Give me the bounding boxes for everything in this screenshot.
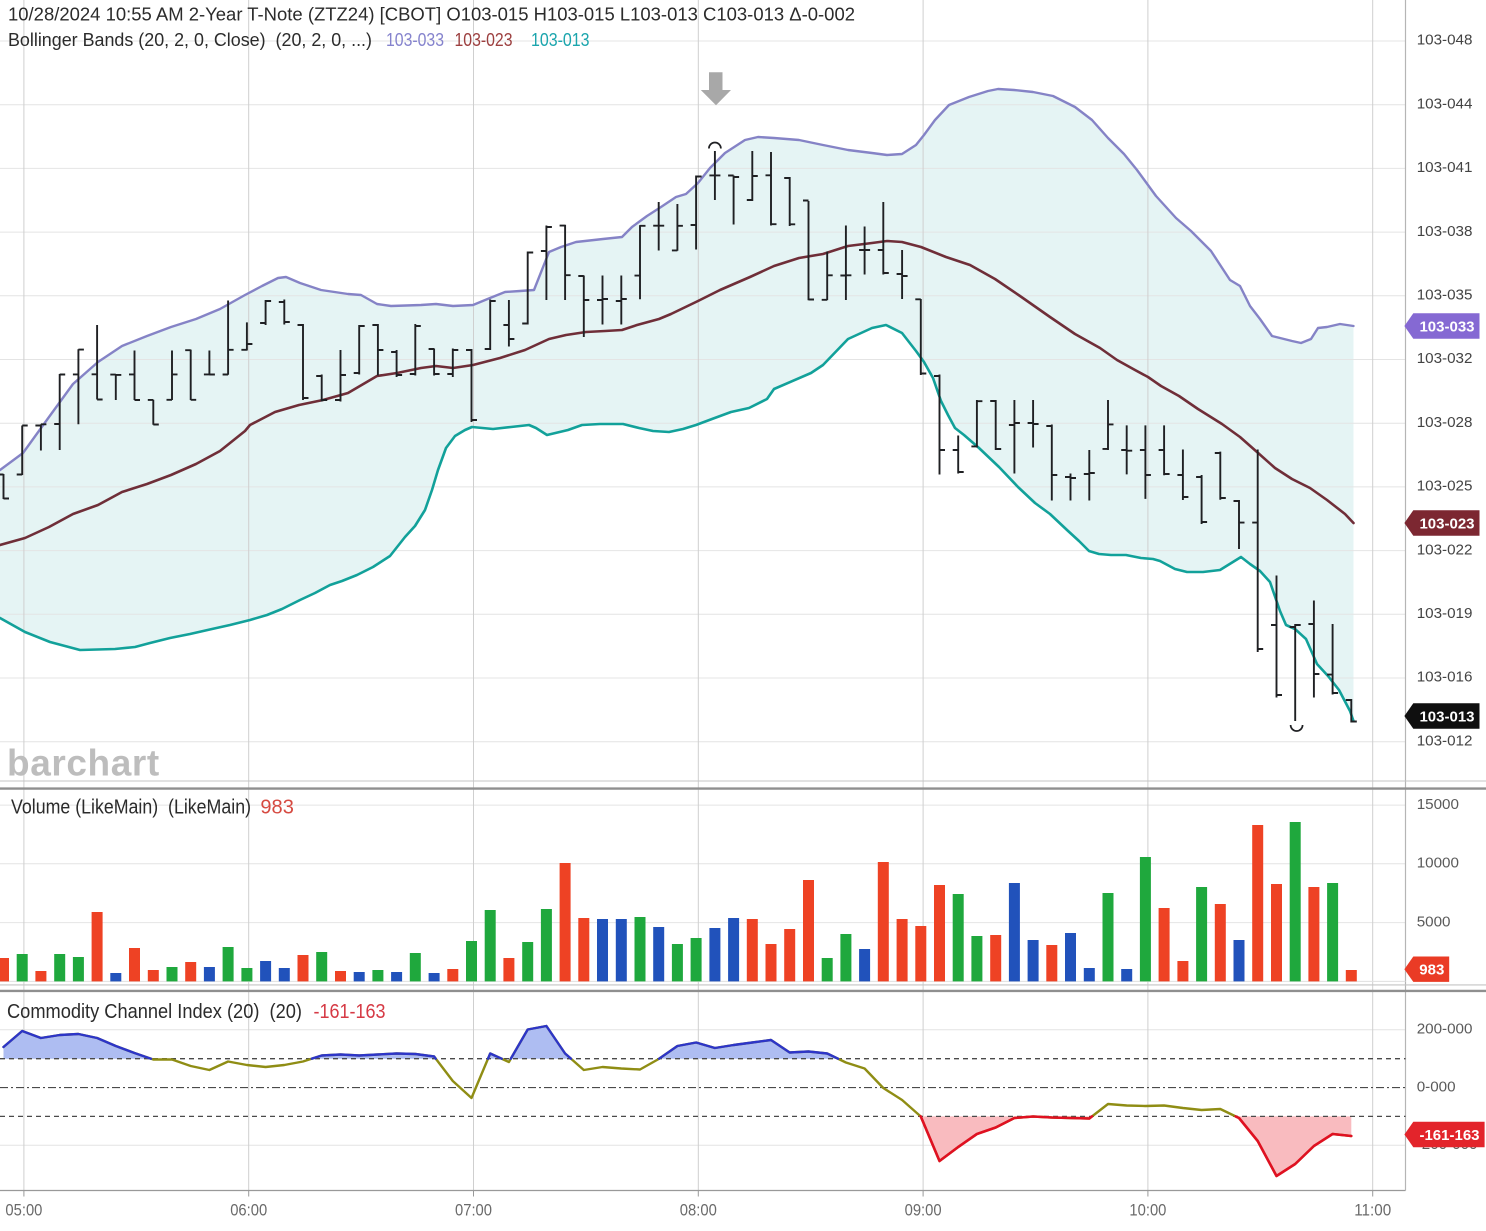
svg-text:103-038: 103-038 <box>1417 223 1473 240</box>
svg-text:103-019: 103-019 <box>1417 605 1473 622</box>
svg-text:10:00: 10:00 <box>1129 1202 1166 1220</box>
svg-text:10/28/2024 10:55 AM 2-Year T-N: 10/28/2024 10:55 AM 2-Year T-Note (ZTZ24… <box>8 5 855 25</box>
svg-text:07:00: 07:00 <box>455 1202 492 1220</box>
svg-text:0-000: 0-000 <box>1417 1078 1456 1095</box>
svg-text:103-033: 103-033 <box>1419 318 1474 335</box>
svg-text:103-022: 103-022 <box>1417 541 1473 558</box>
svg-text:200-000: 200-000 <box>1417 1021 1473 1038</box>
svg-text:-161-163: -161-163 <box>314 1000 386 1023</box>
svg-text:103-028: 103-028 <box>1417 414 1473 431</box>
svg-text:103-032: 103-032 <box>1417 350 1473 367</box>
svg-text:06:00: 06:00 <box>230 1202 267 1220</box>
svg-text:10000: 10000 <box>1417 855 1459 872</box>
svg-text:05:00: 05:00 <box>5 1202 42 1220</box>
svg-text:15000: 15000 <box>1417 796 1459 813</box>
svg-text:5000: 5000 <box>1417 913 1451 930</box>
svg-text:103-013: 103-013 <box>1419 708 1474 725</box>
svg-text:103-016: 103-016 <box>1417 669 1473 686</box>
svg-text:Volume (LikeMain) (LikeMain): Volume (LikeMain) (LikeMain) <box>11 795 251 818</box>
svg-text:103-033: 103-033 <box>386 30 444 50</box>
svg-text:103-025: 103-025 <box>1417 478 1473 495</box>
svg-text:103-023: 103-023 <box>1419 515 1474 532</box>
svg-text:Bollinger Bands (20, 2, 0, Clo: Bollinger Bands (20, 2, 0, Close) (20, 2… <box>8 30 372 50</box>
svg-text:11:00: 11:00 <box>1354 1202 1391 1220</box>
svg-text:103-035: 103-035 <box>1417 287 1473 304</box>
svg-text:103-013: 103-013 <box>531 30 590 50</box>
svg-text:983: 983 <box>260 795 294 818</box>
svg-text:08:00: 08:00 <box>680 1202 717 1220</box>
svg-text:barchart: barchart <box>7 743 160 784</box>
svg-text:983: 983 <box>1419 962 1444 979</box>
svg-text:103-041: 103-041 <box>1417 159 1473 176</box>
svg-text:103-044: 103-044 <box>1417 95 1473 112</box>
svg-text:103-012: 103-012 <box>1417 732 1473 749</box>
svg-text:Commodity Channel Index (20): Commodity Channel Index (20) (20) <box>7 1000 302 1023</box>
svg-text:103-048: 103-048 <box>1417 32 1473 49</box>
svg-text:09:00: 09:00 <box>905 1202 942 1220</box>
svg-text:-161-163: -161-163 <box>1419 1127 1479 1144</box>
svg-text:103-023: 103-023 <box>455 30 513 50</box>
